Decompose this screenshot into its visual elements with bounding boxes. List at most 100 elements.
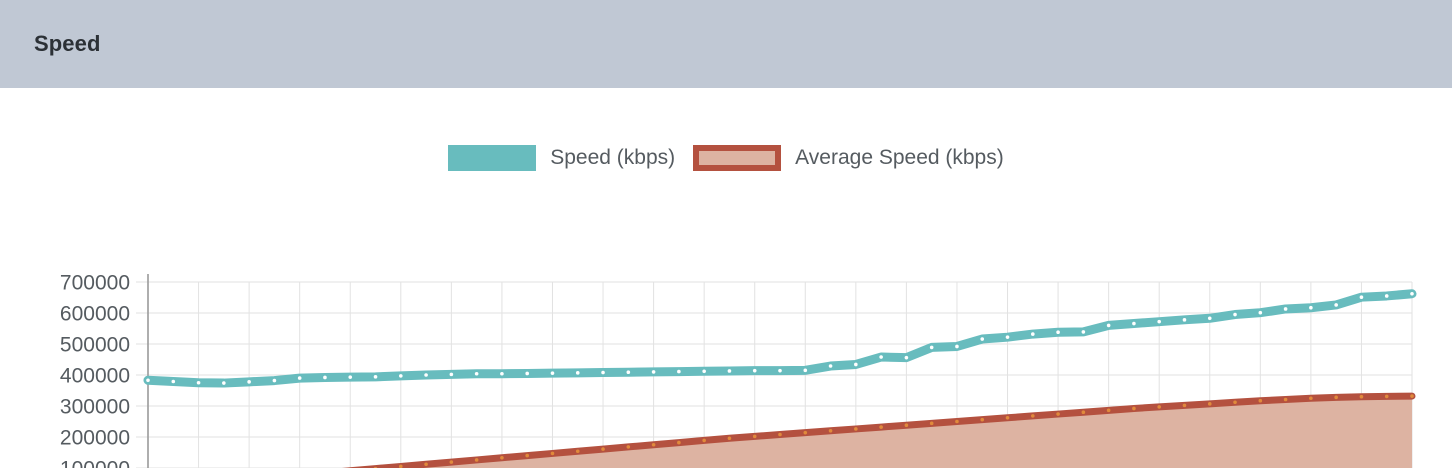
data-point-marker — [575, 371, 580, 375]
data-point-marker — [677, 369, 681, 374]
data-point-marker — [803, 368, 808, 373]
data-point-marker — [651, 370, 656, 374]
panel-header: Speed — [0, 0, 1452, 88]
data-point-marker — [1233, 312, 1237, 317]
legend-swatch-icon — [448, 145, 537, 171]
data-point-marker — [778, 432, 782, 437]
data-point-marker — [272, 378, 277, 383]
data-point-marker — [727, 436, 732, 441]
data-point-marker — [1106, 408, 1111, 413]
data-point-marker — [702, 438, 706, 443]
data-point-marker — [1031, 332, 1035, 336]
data-point-marker — [1056, 412, 1060, 416]
data-point-marker — [297, 376, 302, 380]
data-point-marker — [879, 355, 883, 359]
data-point-marker — [1410, 291, 1414, 296]
data-point-marker — [626, 370, 631, 375]
data-point-marker — [1031, 414, 1035, 418]
data-point-marker — [1384, 394, 1389, 399]
data-point-marker — [1233, 400, 1237, 405]
data-point-marker — [980, 417, 985, 422]
data-point-marker — [399, 374, 403, 378]
data-point-marker — [1207, 316, 1212, 321]
data-point-marker — [1283, 307, 1288, 311]
y-axis-tick-label: 700000 — [60, 272, 130, 295]
data-point-marker — [500, 371, 504, 376]
data-point-marker — [626, 445, 631, 449]
y-axis-tick-label: 300000 — [60, 396, 130, 419]
data-point-marker — [474, 371, 479, 376]
data-point-marker — [904, 355, 909, 360]
legend-label-speed: Speed (kbps) — [550, 146, 676, 169]
data-point-marker — [1005, 335, 1010, 339]
data-point-marker — [424, 462, 428, 467]
data-point-marker — [1258, 310, 1263, 315]
data-point-marker — [247, 380, 251, 384]
y-axis-tick-label: 600000 — [60, 303, 130, 326]
data-point-marker — [1056, 330, 1060, 335]
data-point-marker — [752, 434, 757, 439]
data-point-marker — [1157, 319, 1161, 324]
data-point-marker — [854, 362, 858, 367]
chart-legend: Speed (kbps) Average Speed (kbps) — [0, 145, 1452, 171]
data-point-marker — [752, 368, 757, 373]
data-point-marker — [1157, 405, 1161, 409]
data-point-marker — [146, 378, 150, 383]
data-point-marker — [904, 423, 909, 428]
data-point-marker — [1359, 295, 1364, 299]
data-point-marker — [727, 369, 732, 373]
data-point-marker — [702, 369, 706, 374]
data-point-marker — [803, 430, 808, 435]
data-point-marker — [1081, 410, 1086, 415]
data-point-marker — [1106, 323, 1111, 328]
data-point-marker — [525, 371, 529, 376]
data-point-marker — [980, 337, 985, 341]
data-point-marker — [1309, 305, 1313, 310]
speed-chart-svg: 0100000200000300000400000500000600000700… — [60, 272, 1417, 468]
data-point-marker — [601, 370, 605, 375]
y-axis-tick-label: 200000 — [60, 427, 130, 450]
y-axis-tick-label: 500000 — [60, 334, 130, 357]
data-point-marker — [323, 375, 327, 380]
data-point-marker — [677, 440, 681, 445]
data-point-marker — [399, 464, 403, 468]
legend-item-average-speed[interactable]: Average Speed (kbps) — [693, 145, 1004, 171]
data-point-marker — [500, 455, 504, 460]
data-point-marker — [778, 368, 782, 373]
page-title: Speed — [34, 31, 101, 56]
data-point-marker — [550, 371, 555, 375]
data-point-marker — [575, 449, 580, 454]
data-point-marker — [1334, 395, 1338, 400]
data-point-marker — [222, 381, 226, 385]
data-point-marker — [1283, 397, 1288, 402]
data-point-marker — [196, 380, 201, 385]
data-point-marker — [1309, 396, 1313, 401]
legend-item-speed[interactable]: Speed (kbps) — [448, 145, 675, 171]
data-point-marker — [474, 458, 479, 462]
data-point-marker — [424, 373, 428, 377]
y-axis-tick-label: 100000 — [60, 458, 130, 468]
data-point-marker — [955, 344, 959, 349]
panel-body: 0100000200000300000400000500000600000700… — [0, 88, 1452, 468]
data-point-marker — [525, 453, 529, 458]
data-point-marker — [1182, 318, 1187, 322]
data-point-marker — [449, 460, 454, 464]
data-point-marker — [854, 427, 858, 431]
data-point-marker — [1081, 330, 1086, 334]
data-point-marker — [1410, 394, 1414, 398]
data-point-marker — [955, 419, 959, 424]
data-point-marker — [1132, 321, 1136, 326]
data-point-marker — [879, 425, 883, 429]
chart-canvas: 0100000200000300000400000500000600000700… — [0, 88, 1452, 468]
data-point-marker — [651, 442, 656, 447]
legend-swatch-icon — [693, 145, 782, 171]
data-point-marker — [828, 364, 833, 368]
data-point-marker — [1384, 294, 1389, 298]
data-point-marker — [373, 375, 378, 379]
data-point-marker — [1005, 415, 1010, 420]
data-point-marker — [1132, 406, 1136, 411]
data-point-marker — [1359, 394, 1364, 399]
y-axis-tick-label: 400000 — [60, 365, 130, 388]
series-area-average-speed — [382, 396, 1412, 468]
data-point-marker — [1182, 403, 1187, 408]
